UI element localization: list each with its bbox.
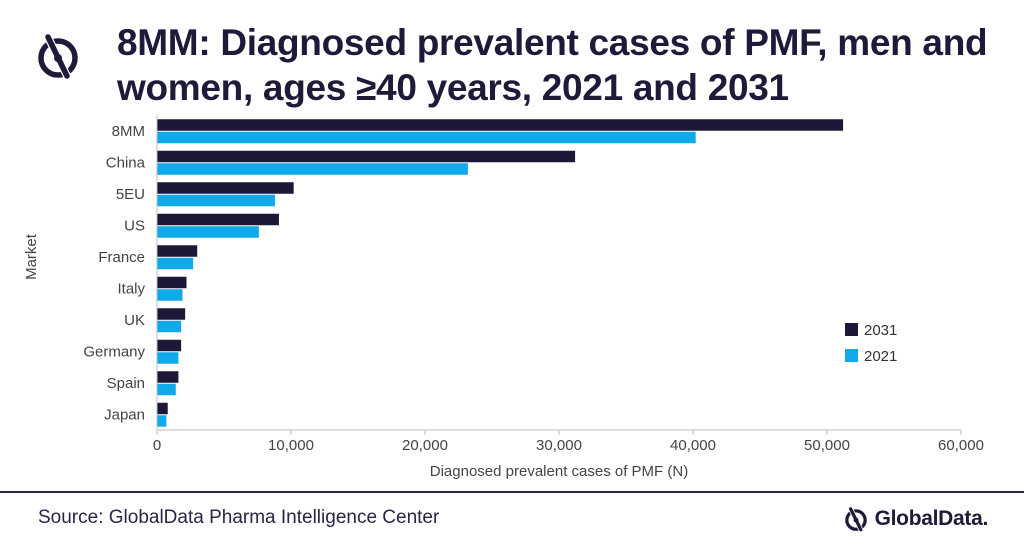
y-axis-title: Market: [23, 233, 40, 280]
category-label: China: [106, 154, 146, 171]
category-label: US: [124, 217, 145, 234]
bar-2021-spain: [157, 383, 176, 396]
bar-2031-france: [157, 245, 198, 257]
category-label: UK: [124, 312, 145, 329]
x-tick-label: 30,000: [536, 437, 582, 454]
bar-2021-germany: [157, 352, 179, 364]
bar-2021-japan: [157, 415, 167, 427]
bar-2031-uk: [157, 308, 186, 320]
bar-2031-japan: [157, 402, 168, 415]
brand-logo: GlobalData.: [843, 505, 988, 533]
legend: 2031 2021: [845, 322, 897, 365]
bar-2021-france: [157, 257, 194, 270]
x-tick-label: 10,000: [268, 437, 314, 454]
legend-swatch-2031: [845, 323, 858, 336]
source-note: Source: GlobalData Pharma Intelligence C…: [38, 507, 440, 528]
bar-2031-italy: [157, 276, 187, 289]
category-label: France: [98, 249, 145, 266]
x-axis-title: Diagnosed prevalent cases of PMF (N): [430, 463, 688, 480]
legend-label-2021: 2021: [864, 348, 897, 365]
category-label: Japan: [104, 406, 145, 423]
footer-divider: [0, 491, 1024, 493]
bar-2021-uk: [157, 320, 182, 333]
category-label: 8MM: [112, 123, 145, 140]
category-label: Italy: [117, 280, 145, 297]
x-tick-label: 0: [153, 437, 161, 454]
bar-2021-us: [157, 226, 259, 238]
category-labels: 8MM China 5EU US France Italy UK Germany Spain Ja…: [83, 123, 145, 424]
bars-group: [157, 119, 844, 427]
bar-2021-italy: [157, 289, 183, 301]
x-tick-label: 20,000: [402, 437, 448, 454]
x-tick-label: 60,000: [938, 437, 984, 454]
x-tick-label: 50,000: [804, 437, 850, 454]
bar-2021-8mm: [157, 131, 696, 144]
category-label: Spain: [107, 375, 145, 392]
bar-2021-china: [157, 163, 468, 175]
legend-swatch-2021: [845, 349, 858, 362]
bar-2031-5eu: [157, 182, 294, 194]
bar-2031-china: [157, 150, 576, 163]
legend-label-2031: 2031: [864, 322, 897, 339]
x-tick-label: 40,000: [670, 437, 716, 454]
globaldata-logo-icon: [844, 506, 867, 532]
bar-2031-spain: [157, 371, 179, 383]
chart-title: 8MM: Diagnosed prevalent cases of PMF, m…: [117, 22, 988, 108]
brand-name: GlobalData.: [874, 507, 989, 530]
x-axis-ticks: 0 10,000 20,000 30,000 40,000 50,000 60,000: [153, 430, 984, 454]
bar-2031-us: [157, 213, 279, 226]
bar-2021-5eu: [157, 194, 275, 207]
category-label: 5EU: [116, 186, 145, 203]
bar-2031-germany: [157, 339, 182, 352]
bar-2031-8mm: [157, 119, 844, 131]
bar-chart: Market 8MM China 5EU US France Italy UK Germany…: [23, 115, 984, 480]
globaldata-logo-icon: [38, 33, 78, 80]
category-label: Germany: [83, 343, 145, 360]
